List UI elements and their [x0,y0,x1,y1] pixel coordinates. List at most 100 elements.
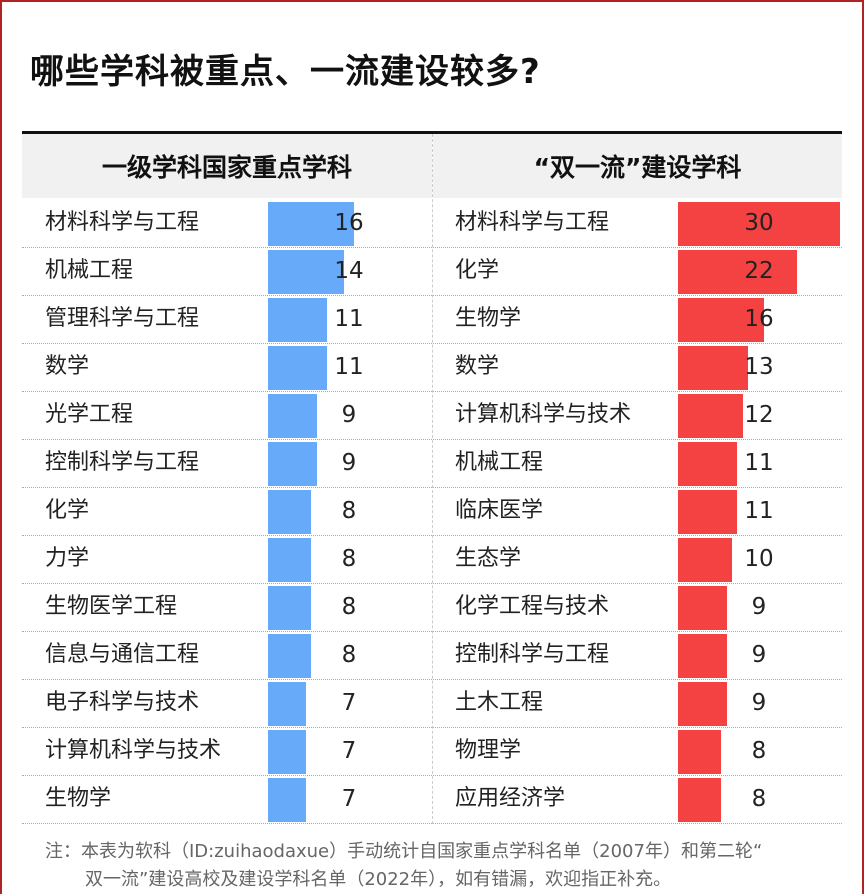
category-label: 机械工程 [45,258,134,283]
category-label: 生物医学工程 [45,594,178,619]
category-label: 物理学 [455,738,522,763]
left-table-row: 电子科学与技术 7 [22,680,432,728]
value-label: 11 [744,450,774,476]
value-label: 10 [744,546,774,572]
category-label: 计算机科学与技术 [45,738,222,763]
left-header: 一级学科国家重点学科 [22,134,432,198]
category-label: 生物学 [455,306,522,331]
right-table-row: 土木工程 9 [433,680,842,728]
left-table-row: 力学 8 [22,536,432,584]
right-table-row: 控制科学与工程 9 [433,632,842,680]
right-table-row: 计算机科学与技术 12 [433,392,842,440]
left-table-row: 信息与通信工程 8 [22,632,432,680]
category-label: 计算机科学与技术 [455,402,632,427]
bar [268,490,312,534]
bar [678,538,732,582]
value-label: 11 [334,306,364,332]
page-title: 哪些学科被重点、一流建设较多? [30,52,541,92]
bar [268,778,306,822]
right-table-row: 化学 22 [433,248,842,296]
value-label: 14 [334,258,364,284]
bar [678,298,765,342]
left-table-row: 机械工程 14 [22,248,432,296]
value-label: 8 [751,786,767,812]
bar [678,490,738,534]
value-label: 9 [341,402,357,428]
left-table-row: 管理科学与工程 11 [22,296,432,344]
bar [678,442,738,486]
category-label: 数学 [455,354,500,379]
bar [268,298,328,342]
value-label: 8 [751,738,767,764]
left-table-row: 控制科学与工程 9 [22,440,432,488]
value-label: 8 [341,642,357,668]
category-label: 生态学 [455,546,522,571]
value-label: 16 [744,306,774,332]
bar [678,730,722,774]
category-label: 应用经济学 [455,786,566,811]
right-table-row: 应用经济学 8 [433,776,842,824]
footnote: 注：本表为软科（ID:zuihaodaxue）手动统计自国家重点学科名单（200… [45,838,845,894]
category-label: 材料科学与工程 [45,210,200,235]
right-table-row: 生态学 10 [433,536,842,584]
bar [268,730,306,774]
category-label: 临床医学 [455,498,544,523]
bar [268,634,312,678]
left-table-row: 材料科学与工程 16 [22,200,432,248]
value-label: 9 [751,594,767,620]
category-label: 信息与通信工程 [45,642,200,667]
category-label: 光学工程 [45,402,134,427]
right-table-row: 生物学 16 [433,296,842,344]
category-label: 化学 [455,258,500,283]
left-table-row: 数学 11 [22,344,432,392]
value-label: 9 [751,642,767,668]
bar [268,394,317,438]
bar [678,634,727,678]
left-table-row: 生物医学工程 8 [22,584,432,632]
bar [268,538,312,582]
value-label: 11 [744,498,774,524]
category-label: 控制科学与工程 [455,642,610,667]
footnote-line-2: 双一流”建设高校及建设学科名单（2022年），如有错漏，欢迎指正补充。 [85,869,672,890]
footnote-line-1: 注：本表为软科（ID:zuihaodaxue）手动统计自国家重点学科名单（200… [45,841,763,862]
left-table-row: 计算机科学与技术 7 [22,728,432,776]
bar [678,202,840,246]
value-label: 8 [341,498,357,524]
category-label: 化学工程与技术 [455,594,610,619]
value-label: 8 [341,546,357,572]
bar [678,394,743,438]
value-label: 8 [341,594,357,620]
column-divider [432,134,433,824]
left-table-row: 化学 8 [22,488,432,536]
value-label: 11 [334,354,364,380]
bar [268,442,317,486]
category-label: 机械工程 [455,450,544,475]
value-label: 12 [744,402,774,428]
right-table-row: 临床医学 11 [433,488,842,536]
value-label: 9 [341,450,357,476]
value-label: 16 [334,210,364,236]
bar [268,250,344,294]
category-label: 力学 [45,546,90,571]
category-label: 材料科学与工程 [455,210,610,235]
right-table-row: 物理学 8 [433,728,842,776]
bar [678,346,749,390]
bar [268,586,312,630]
right-table-row: 机械工程 11 [433,440,842,488]
right-table-row: 材料科学与工程 30 [433,200,842,248]
category-label: 化学 [45,498,90,523]
bar [678,778,722,822]
bar [678,586,727,630]
left-table-row: 光学工程 9 [22,392,432,440]
category-label: 管理科学与工程 [45,306,200,331]
bar [678,250,797,294]
right-table-row: 数学 13 [433,344,842,392]
right-header: “双一流”建设学科 [433,134,842,198]
category-label: 电子科学与技术 [45,690,200,715]
divider [22,131,842,134]
bar [268,346,328,390]
category-label: 数学 [45,354,90,379]
value-label: 7 [341,690,357,716]
category-label: 控制科学与工程 [45,450,200,475]
